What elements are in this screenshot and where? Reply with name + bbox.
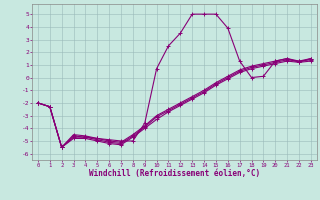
X-axis label: Windchill (Refroidissement éolien,°C): Windchill (Refroidissement éolien,°C) bbox=[89, 169, 260, 178]
